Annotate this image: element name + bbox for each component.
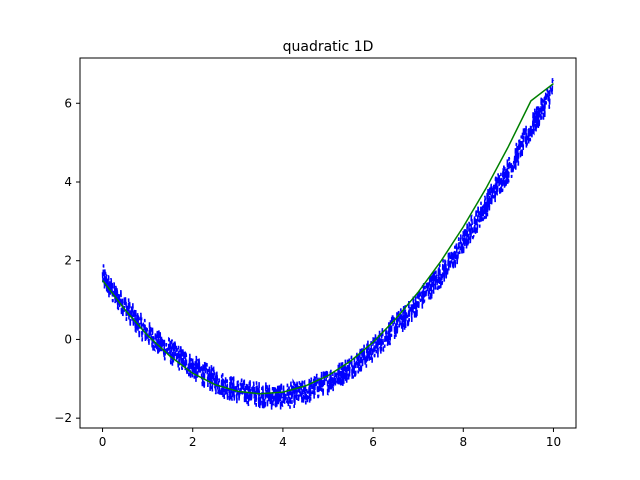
noisy-data-line xyxy=(101,78,555,410)
fit-line xyxy=(101,82,554,395)
plot-area: 0 2 4 6 8 10 −2 0 2 4 6 xyxy=(54,57,577,449)
y-tick-label: 4 xyxy=(64,175,72,189)
y-tick-label: −2 xyxy=(54,411,72,425)
x-tick-label: 2 xyxy=(189,435,197,449)
y-tick-label: 0 xyxy=(64,332,72,346)
x-tick-label: 6 xyxy=(369,435,377,449)
chart-title: quadratic 1D xyxy=(283,39,374,55)
x-tick-label: 10 xyxy=(546,435,561,449)
x-tick-label: 0 xyxy=(99,435,107,449)
y-tick-label: 6 xyxy=(64,96,72,110)
y-tick-label: 2 xyxy=(64,254,72,268)
x-tick-label: 4 xyxy=(279,435,287,449)
axes-frame xyxy=(79,57,577,429)
x-tick-label: 8 xyxy=(459,435,467,449)
